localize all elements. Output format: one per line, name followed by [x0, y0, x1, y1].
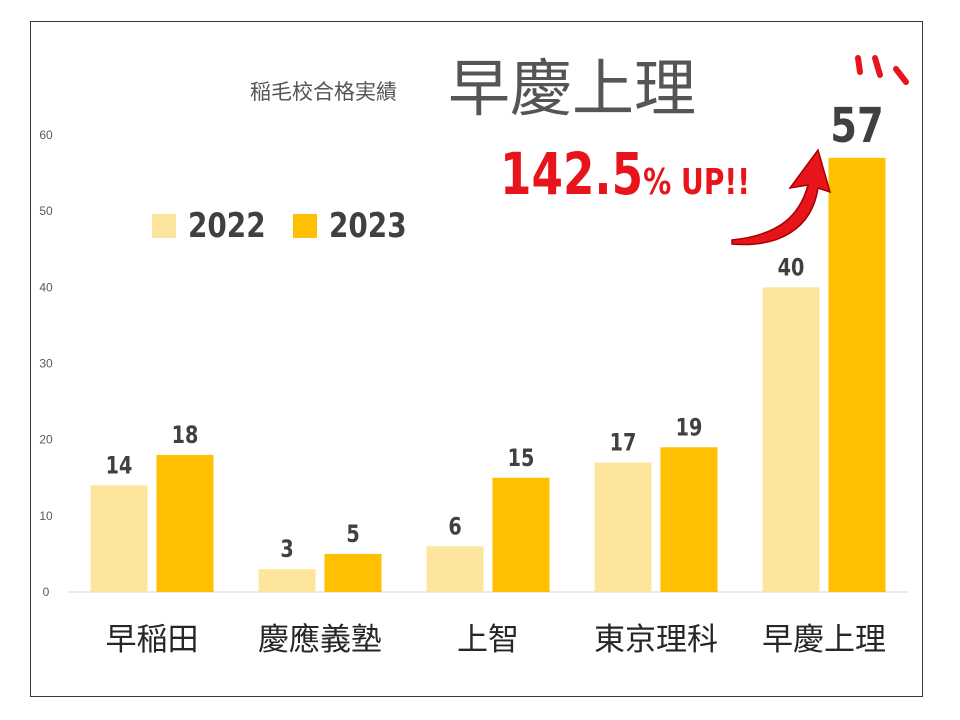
bar-2022-1: [258, 569, 316, 592]
legend-2023: 2023: [293, 206, 424, 246]
category-labels: 早稲田 慶應義塾 上智 東京理科 早慶上理: [106, 622, 887, 658]
bar-value-labels: 14 18 3 5 6 15 17 19 40 57: [106, 99, 884, 564]
bar-value-label: 6: [448, 513, 461, 541]
category-label: 東京理科: [594, 622, 718, 658]
y-tick-label: 50: [39, 204, 53, 218]
bar-value-label: 18: [172, 422, 199, 450]
bar-2023-2: [492, 477, 550, 592]
legend-label-2022: 2022: [188, 206, 266, 246]
growth-callout: 142.5% UP!!: [500, 140, 750, 208]
legend-swatch-2022: [152, 214, 176, 238]
chart-subtitle: 稲毛校合格実績: [250, 80, 397, 104]
bar-value-label: 17: [610, 430, 637, 458]
bar-value-label: 40: [778, 254, 805, 282]
y-tick-label: 10: [39, 509, 53, 523]
bar-2023-4: [828, 157, 886, 592]
y-tick-label: 40: [39, 280, 53, 294]
bar-value-label: 19: [676, 414, 703, 442]
bar-2023-3: [660, 447, 718, 592]
legend-2022: 2022: [152, 206, 283, 246]
legend-label-2023: 2023: [329, 206, 407, 246]
category-label: 慶應義塾: [258, 622, 382, 658]
bar-2023-0: [156, 454, 214, 592]
bar-2022-3: [594, 462, 652, 592]
bar-2022-4: [762, 287, 820, 592]
y-tick-label: 60: [39, 128, 53, 142]
bar-value-label: 15: [508, 445, 535, 473]
category-label: 上智: [457, 622, 519, 658]
y-axis-ticks: 0 10 20 30 40 50 60: [39, 128, 53, 599]
chart-frame: [30, 21, 923, 697]
category-label: 早慶上理: [762, 622, 886, 658]
emphasis-marks: [855, 55, 909, 85]
y-tick-label: 20: [39, 433, 53, 447]
bars: [90, 157, 886, 592]
bar-2023-1: [324, 553, 382, 592]
bar-value-label: 3: [280, 536, 293, 564]
bar-value-label: 5: [346, 521, 359, 549]
bar-value-label: 14: [106, 452, 133, 480]
growth-value: 142.5: [500, 140, 644, 208]
chart-title: 早慶上理: [448, 52, 697, 125]
up-arrow-icon: [731, 148, 832, 246]
y-tick-label: 0: [43, 585, 50, 599]
bar-2022-2: [426, 546, 484, 592]
category-label: 早稲田: [106, 622, 199, 658]
y-tick-label: 30: [39, 357, 53, 371]
bar-value-label: 57: [830, 99, 883, 154]
legend-swatch-2023: [293, 214, 317, 238]
growth-unit: % UP!!: [643, 162, 751, 203]
bar-2022-0: [90, 485, 148, 592]
